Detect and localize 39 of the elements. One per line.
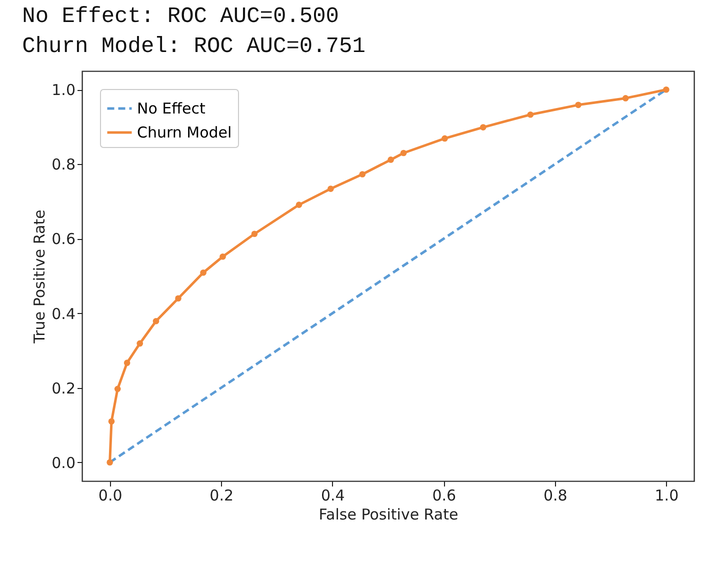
y-tick-label: 0.4 bbox=[52, 304, 76, 323]
x-tick-label: 0.4 bbox=[320, 486, 345, 504]
point bbox=[175, 295, 182, 302]
point bbox=[106, 459, 113, 466]
x-axis-title: False Positive Rate bbox=[318, 506, 458, 524]
y-tick-label: 0.0 bbox=[52, 454, 76, 472]
point bbox=[442, 135, 448, 142]
x-tick-label: 1.0 bbox=[654, 486, 679, 504]
point bbox=[200, 269, 206, 276]
point bbox=[124, 360, 130, 366]
point bbox=[359, 171, 366, 178]
y-tick-label: 0.2 bbox=[52, 379, 76, 398]
legend-label: No Effect bbox=[137, 100, 206, 118]
point bbox=[152, 318, 160, 324]
x-tick-label: 0.6 bbox=[432, 486, 456, 504]
point bbox=[663, 86, 670, 93]
point bbox=[400, 150, 407, 156]
point bbox=[114, 386, 121, 392]
x-tick-label: 0.8 bbox=[543, 486, 568, 504]
point bbox=[622, 95, 629, 102]
y-tick-label: 1.0 bbox=[52, 81, 76, 100]
y-tick-label: 0.8 bbox=[52, 156, 76, 174]
point bbox=[480, 124, 486, 130]
point bbox=[575, 102, 582, 108]
y-axis-title: True Positive Rate bbox=[30, 210, 49, 344]
point bbox=[328, 186, 334, 192]
text: Churn Model: ROC AUC=0.751 bbox=[22, 34, 366, 59]
y-tick-label: 0.6 bbox=[52, 230, 76, 248]
point bbox=[296, 202, 302, 208]
point bbox=[527, 111, 534, 118]
point bbox=[388, 156, 394, 163]
legend-label: Churn Model bbox=[137, 124, 232, 142]
x-tick-label: 0.0 bbox=[98, 486, 122, 504]
point bbox=[136, 340, 144, 347]
point bbox=[220, 253, 226, 260]
point bbox=[108, 418, 115, 425]
text: No Effect: ROC AUC=0.500 bbox=[22, 4, 340, 29]
point bbox=[251, 230, 258, 238]
x-tick-label: 0.2 bbox=[210, 486, 234, 504]
